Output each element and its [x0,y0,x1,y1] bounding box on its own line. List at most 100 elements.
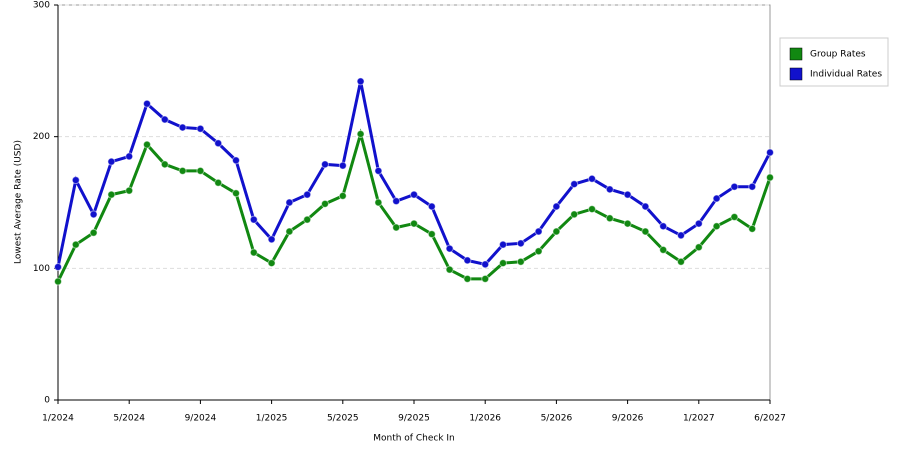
data-point [623,219,632,228]
data-point [214,139,223,148]
data-point [71,240,80,249]
data-point [427,202,436,211]
data-point [267,235,276,244]
data-point [766,148,774,157]
y-tick-label: 300 [33,1,50,11]
data-point [552,227,561,236]
x-tick-label: 1/2025 [256,414,288,424]
data-point [641,227,650,236]
data-point [196,166,205,175]
data-point [694,219,703,228]
data-point [71,176,80,185]
data-point [730,212,739,221]
y-axis-label: Lowest Average Rate (USD) [14,140,24,264]
data-point [445,265,454,274]
data-point [552,202,561,211]
data-point [410,190,418,199]
data-point [748,182,757,191]
legend-swatch [789,67,803,81]
data-point [534,247,543,256]
data-point [516,257,525,266]
data-point [766,173,774,182]
data-point [143,140,151,149]
data-point [481,274,490,283]
x-axis-label: Month of Check In [373,434,455,444]
data-point [143,99,151,108]
data-point [392,197,401,206]
data-point [249,248,258,257]
data-point [356,77,365,86]
data-point [321,199,329,208]
data-point [214,178,223,187]
data-point [374,198,383,207]
data-point [605,214,614,223]
data-point [534,227,543,236]
data-point [605,185,614,194]
data-point [303,215,312,224]
legend-label: Individual Rates [810,70,882,80]
y-tick-label: 0 [44,396,50,406]
data-point [125,152,134,161]
data-point [499,259,507,268]
data-point [249,215,258,224]
data-point [178,123,187,132]
data-point [107,157,116,166]
data-point [481,260,490,269]
data-point [588,205,596,214]
y-tick-label: 100 [33,264,50,274]
x-tick-label: 5/2025 [327,414,359,424]
data-point [196,124,205,133]
data-point [677,231,685,240]
data-point [712,222,721,231]
data-point [267,259,276,268]
x-tick-label: 6/2027 [754,414,786,424]
x-tick-label: 1/2024 [42,414,74,424]
data-point [570,180,579,189]
data-point [160,115,169,124]
data-point [285,198,294,207]
data-point [89,210,98,219]
data-point [659,245,668,254]
data-point [516,239,525,248]
x-tick-label: 9/2026 [612,414,644,424]
data-point [285,227,294,236]
data-point [694,243,703,252]
data-point [748,224,757,233]
data-point [338,161,347,170]
data-point [392,223,401,232]
data-point [623,190,632,199]
data-point [321,160,329,169]
legend-label: Group Rates [810,50,866,60]
x-tick-label: 9/2025 [398,414,430,424]
plot-frame [57,4,771,401]
x-tick-label: 1/2027 [683,414,715,424]
data-point [160,160,169,169]
data-point [232,189,240,198]
data-point [588,174,596,183]
data-point [303,190,312,199]
data-point [338,191,347,200]
x-tick-label: 5/2024 [113,414,145,424]
data-point [107,190,116,199]
x-tick-label: 5/2026 [541,414,573,424]
data-point [570,210,579,219]
data-point [356,130,365,139]
data-point [89,228,98,237]
legend-swatch [789,47,803,61]
data-point [499,240,507,249]
data-point [677,257,685,266]
data-point [463,274,472,283]
series-line [56,128,772,283]
data-point [641,202,650,211]
data-point [125,186,134,195]
data-point [232,156,240,165]
data-point [374,166,383,175]
data-point [712,194,721,203]
data-point [463,256,472,265]
data-point [410,219,418,228]
data-point [659,222,668,231]
x-tick-label: 1/2026 [469,414,501,424]
series-line [56,81,772,268]
x-tick-label: 9/2024 [185,414,217,424]
